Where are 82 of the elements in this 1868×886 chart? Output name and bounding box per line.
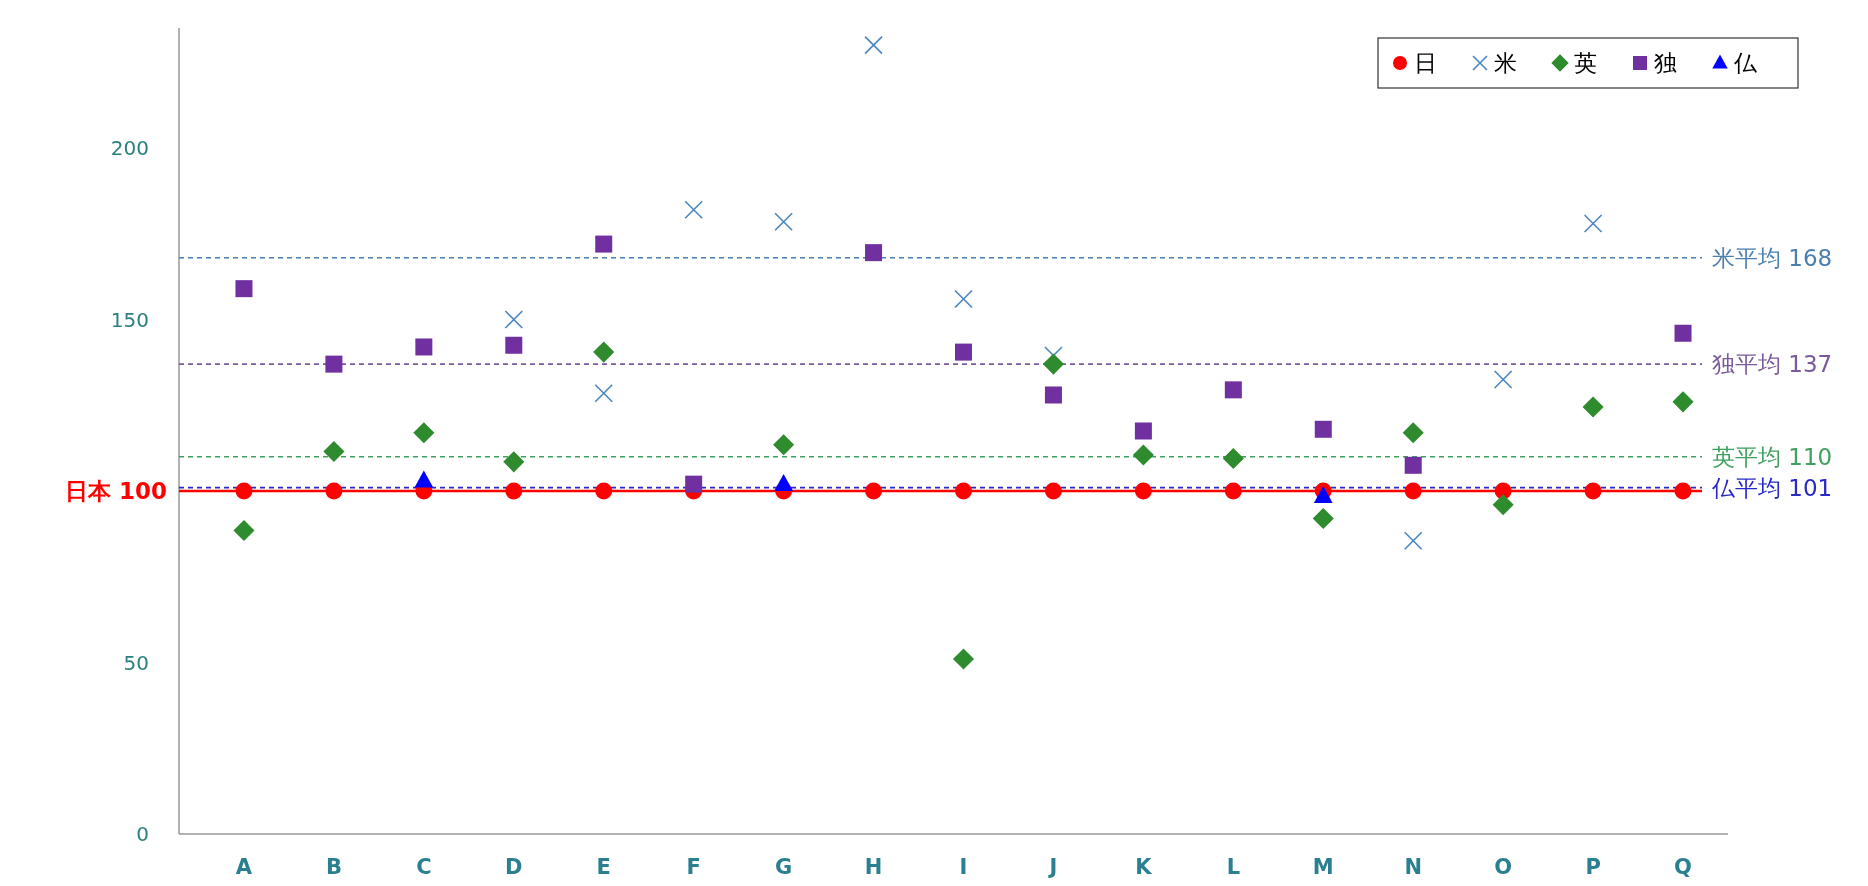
point — [955, 482, 972, 500]
point — [1492, 494, 1514, 516]
x-tick-label: I — [959, 855, 968, 879]
point — [595, 235, 613, 253]
point — [1224, 381, 1242, 399]
point — [1493, 370, 1513, 389]
point — [1404, 456, 1422, 474]
point — [684, 200, 703, 220]
x-tick-label: J — [1047, 855, 1058, 879]
x-tick-label: H — [864, 855, 883, 879]
ref-line-label: 英平均 110 — [1712, 443, 1833, 470]
y-tick-label: 50 — [123, 650, 149, 675]
point — [1044, 482, 1062, 500]
point — [325, 482, 343, 500]
point — [325, 355, 343, 373]
point — [952, 648, 975, 670]
y-tick-label: 0 — [136, 822, 149, 846]
point — [414, 470, 434, 488]
point — [1584, 482, 1602, 500]
x-tick-label: M — [1312, 855, 1334, 879]
ref-line-label: 独平均 137 — [1712, 351, 1833, 378]
point — [1132, 444, 1154, 466]
point — [1224, 482, 1242, 500]
x-tick-label: B — [325, 855, 342, 879]
point — [1674, 324, 1692, 342]
point — [1404, 482, 1422, 500]
point — [235, 280, 253, 298]
x-tick-label: L — [1226, 855, 1241, 879]
point — [864, 35, 883, 55]
point — [1134, 422, 1152, 440]
legend-label: 独 — [1654, 50, 1677, 76]
point — [593, 341, 615, 363]
x-tick-label: G — [774, 855, 793, 879]
point — [1134, 482, 1152, 500]
point — [1672, 391, 1694, 413]
point — [865, 482, 883, 500]
point — [865, 244, 883, 262]
ref-line-label: 米平均 168 — [1712, 244, 1833, 271]
ref-line-label: 日本 100 — [64, 478, 167, 505]
legend-label: 日 — [1414, 50, 1437, 76]
point — [685, 475, 703, 493]
x-tick-label: Q — [1674, 855, 1692, 879]
x-tick-label: K — [1135, 855, 1153, 879]
point — [1042, 353, 1064, 375]
point — [505, 482, 523, 500]
y-tick-label: 200 — [110, 136, 149, 161]
point — [955, 343, 972, 361]
point — [1222, 447, 1244, 469]
point — [1314, 420, 1332, 438]
point — [594, 383, 614, 403]
point — [1312, 507, 1334, 529]
x-tick-label: D — [505, 855, 523, 879]
point — [505, 336, 523, 354]
point — [954, 289, 973, 309]
point — [1403, 531, 1423, 551]
x-tick-label: C — [416, 855, 432, 879]
legend-label: 仏 — [1733, 50, 1758, 76]
point — [413, 422, 435, 444]
point — [1582, 396, 1604, 418]
legend-label: 米 — [1494, 50, 1517, 76]
point — [1402, 422, 1424, 444]
x-tick-label: E — [596, 855, 611, 879]
point — [773, 434, 795, 456]
point — [415, 338, 433, 356]
point — [235, 482, 253, 500]
point — [774, 212, 793, 232]
y-tick-label: 150 — [110, 307, 149, 332]
x-tick-label: F — [686, 855, 701, 879]
ref-line-label: 仏平均 101 — [1711, 474, 1833, 501]
point — [233, 519, 255, 541]
point — [595, 482, 613, 500]
point — [1674, 482, 1692, 500]
x-tick-label: O — [1494, 855, 1513, 879]
point — [323, 441, 345, 463]
point — [504, 310, 524, 329]
point — [1044, 386, 1062, 404]
x-tick-label: P — [1585, 855, 1601, 879]
point — [503, 451, 525, 473]
point — [1583, 214, 1603, 233]
x-tick-label: A — [235, 855, 253, 879]
legend-label: 英 — [1574, 50, 1597, 76]
x-tick-label: N — [1404, 855, 1422, 879]
